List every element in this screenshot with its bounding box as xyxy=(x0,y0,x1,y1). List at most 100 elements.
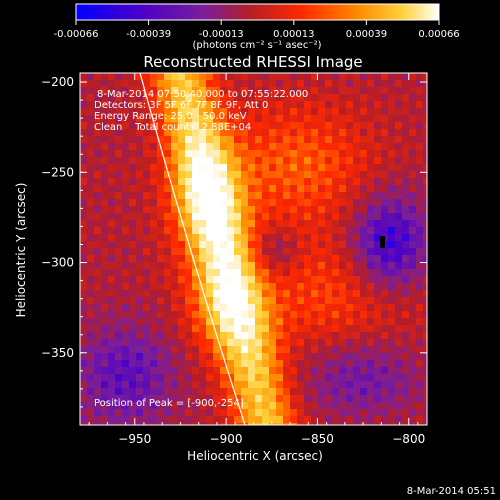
heatmap-cell xyxy=(276,255,283,262)
heatmap-cell xyxy=(80,164,87,171)
heatmap-cell xyxy=(87,360,94,367)
heatmap-cell xyxy=(178,346,185,353)
heatmap-cell xyxy=(304,283,311,290)
heatmap-cell xyxy=(192,94,199,101)
heatmap-cell xyxy=(276,101,283,108)
heatmap-cell xyxy=(129,409,136,416)
heatmap-cell xyxy=(122,185,129,192)
heatmap-cell xyxy=(171,290,178,297)
heatmap-cell xyxy=(409,276,416,283)
heatmap-cell xyxy=(227,206,234,213)
heatmap-cell xyxy=(220,304,227,311)
heatmap-cell xyxy=(192,241,199,248)
heatmap-cell xyxy=(374,199,381,206)
heatmap-cell xyxy=(388,311,395,318)
heatmap-cell xyxy=(108,199,115,206)
heatmap-cell xyxy=(339,220,346,227)
heatmap-cell xyxy=(388,283,395,290)
heatmap-cell xyxy=(143,416,150,423)
heatmap-cell xyxy=(87,80,94,87)
heatmap-cell xyxy=(381,185,388,192)
heatmap-cell xyxy=(402,122,409,129)
heatmap-cell xyxy=(129,367,136,374)
heatmap-cell xyxy=(325,332,332,339)
heatmap-cell xyxy=(150,157,157,164)
heatmap-cell xyxy=(325,304,332,311)
heatmap-cell xyxy=(192,185,199,192)
heatmap-cell xyxy=(409,150,416,157)
heatmap-cell xyxy=(402,311,409,318)
heatmap-cell xyxy=(220,115,227,122)
heatmap-cell xyxy=(402,255,409,262)
heatmap-cell xyxy=(150,262,157,269)
heatmap-cell xyxy=(276,269,283,276)
heatmap-cell xyxy=(234,367,241,374)
heatmap-cell xyxy=(136,332,143,339)
heatmap-cell xyxy=(248,297,255,304)
heatmap-cell xyxy=(80,108,87,115)
heatmap-cell xyxy=(318,388,325,395)
heatmap-cell xyxy=(374,346,381,353)
heatmap-cell xyxy=(311,192,318,199)
heatmap-cell xyxy=(122,353,129,360)
heatmap-cell xyxy=(157,157,164,164)
heatmap-cell xyxy=(157,171,164,178)
heatmap-cell xyxy=(367,73,374,80)
heatmap-cell xyxy=(136,423,143,425)
heatmap-cell xyxy=(206,416,213,423)
heatmap-cell xyxy=(94,206,101,213)
heatmap-cell xyxy=(332,290,339,297)
heatmap-cell xyxy=(241,416,248,423)
heatmap-cell xyxy=(108,332,115,339)
heatmap-cell xyxy=(311,262,318,269)
heatmap-cell xyxy=(136,213,143,220)
heatmap-cell xyxy=(395,115,402,122)
heatmap-cell xyxy=(395,381,402,388)
heatmap-cell xyxy=(234,353,241,360)
heatmap-cell xyxy=(388,402,395,409)
heatmap-cell xyxy=(241,388,248,395)
heatmap-cell xyxy=(262,87,269,94)
heatmap-cell xyxy=(220,290,227,297)
heatmap-cell xyxy=(94,150,101,157)
heatmap-cell xyxy=(80,241,87,248)
heatmap-cell xyxy=(171,346,178,353)
heatmap-cell xyxy=(269,101,276,108)
heatmap-cell xyxy=(157,213,164,220)
heatmap-cell xyxy=(164,311,171,318)
heatmap-cell xyxy=(248,94,255,101)
heatmap-cell xyxy=(297,129,304,136)
heatmap-cell xyxy=(269,157,276,164)
heatmap-cell xyxy=(346,94,353,101)
heatmap-cell xyxy=(283,283,290,290)
heatmap-cell xyxy=(115,360,122,367)
heatmap-cell xyxy=(108,367,115,374)
heatmap-cell xyxy=(360,269,367,276)
heatmap-cell xyxy=(416,199,423,206)
heatmap-cell xyxy=(143,297,150,304)
heatmap-cell xyxy=(304,318,311,325)
heatmap-cell xyxy=(395,227,402,234)
heatmap-cell xyxy=(388,325,395,332)
heatmap-cell xyxy=(283,360,290,367)
heatmap-cell xyxy=(318,80,325,87)
heatmap-cell xyxy=(94,360,101,367)
heatmap-cell xyxy=(381,171,388,178)
heatmap-cell xyxy=(178,416,185,423)
heatmap-cell xyxy=(339,339,346,346)
heatmap-cell xyxy=(423,367,427,374)
heatmap-cell xyxy=(409,311,416,318)
heatmap-cell xyxy=(234,318,241,325)
heatmap-cell xyxy=(241,178,248,185)
plot-title: Reconstructed RHESSI Image xyxy=(143,53,362,71)
heatmap-cell xyxy=(360,80,367,87)
heatmap-cell xyxy=(325,262,332,269)
heatmap-cell xyxy=(129,227,136,234)
heatmap-cell xyxy=(227,276,234,283)
heatmap-cell xyxy=(94,192,101,199)
heatmap-cell xyxy=(234,311,241,318)
heatmap-cell xyxy=(80,381,87,388)
heatmap-cell xyxy=(115,108,122,115)
heatmap-cell xyxy=(171,122,178,129)
heatmap-cell xyxy=(353,213,360,220)
